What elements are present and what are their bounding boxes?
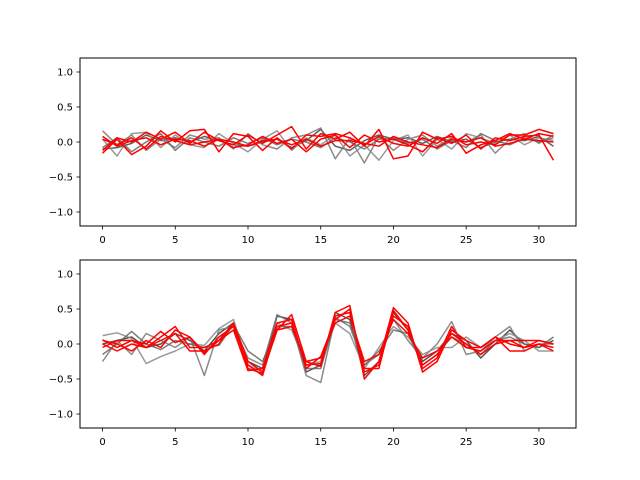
bottom-subplot: 0 5 10 15 20 25 30 −1.0 −0.5 0.0 0.5 1.0 xyxy=(49,259,577,448)
x-tick-label: 5 xyxy=(172,235,178,246)
y-tick-label: 0.0 xyxy=(57,340,73,351)
series-group xyxy=(101,125,555,164)
series-line-7 xyxy=(102,132,554,149)
series-line-7 xyxy=(102,315,554,373)
y-tick-label: 0.0 xyxy=(57,138,73,149)
x-tick-label: 0 xyxy=(99,235,105,246)
x-tick-label: 0 xyxy=(99,437,105,448)
x-tick-label: 15 xyxy=(314,235,327,246)
x-tick-label: 5 xyxy=(172,437,178,448)
y-tick-label: 0.5 xyxy=(57,305,73,316)
y-tick-label: −1.0 xyxy=(49,208,73,219)
y-tick-label: 1.0 xyxy=(57,68,73,79)
x-tick-label: 20 xyxy=(387,235,400,246)
y-tick-label: 1.0 xyxy=(57,270,73,281)
x-tick-label: 10 xyxy=(242,235,255,246)
series-line-6 xyxy=(102,134,555,161)
series-line-1 xyxy=(101,313,554,384)
series-group xyxy=(101,304,554,384)
y-tick-label: −0.5 xyxy=(49,375,73,386)
x-tick-label: 25 xyxy=(460,235,473,246)
x-tick-label: 10 xyxy=(242,437,255,448)
series-line-2 xyxy=(101,130,554,161)
x-tick-label: 15 xyxy=(314,437,327,448)
x-tick-label: 25 xyxy=(460,437,473,448)
x-tick-label: 30 xyxy=(533,235,546,246)
x-tick-label: 30 xyxy=(533,437,546,448)
y-tick-label: −0.5 xyxy=(49,173,73,184)
x-tick-label: 20 xyxy=(387,437,400,448)
top-subplot: 0 5 10 15 20 25 30 −1.0 −0.5 0.0 0.5 1.0 xyxy=(49,57,577,246)
y-tick-label: 0.5 xyxy=(57,103,73,114)
y-tick-label: −1.0 xyxy=(49,410,73,421)
